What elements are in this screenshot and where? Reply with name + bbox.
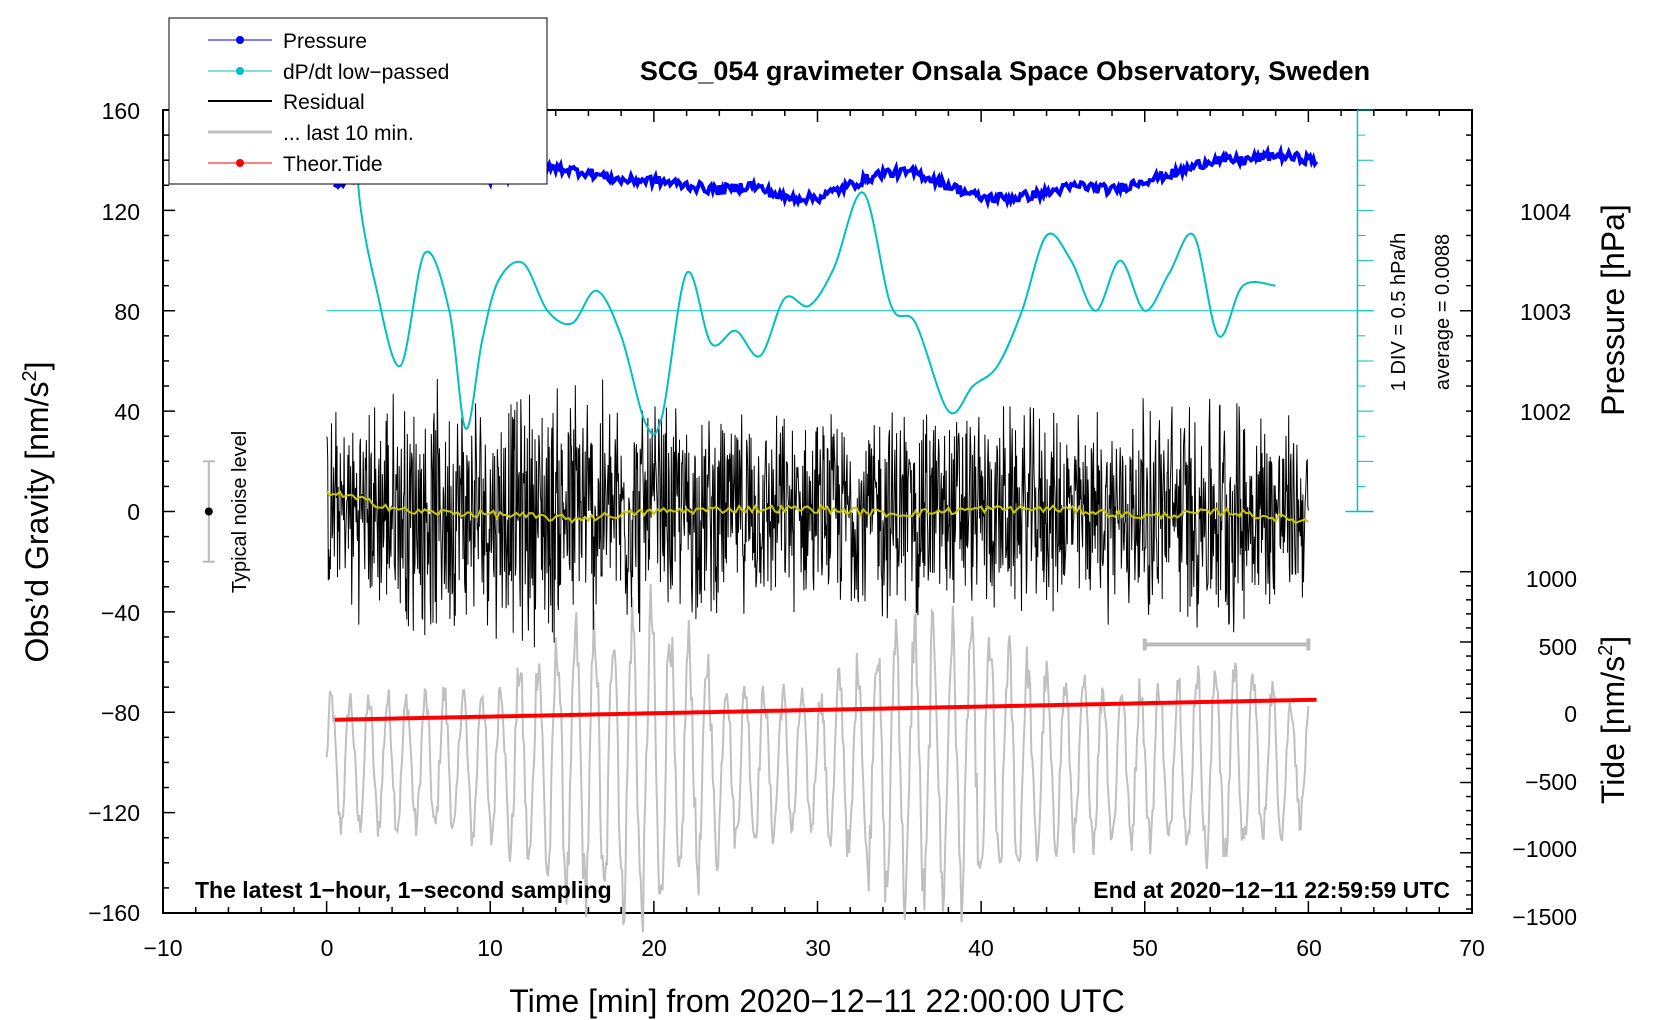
x-tick-label: 40 bbox=[968, 935, 994, 961]
tide-tick-label: 500 bbox=[1539, 634, 1577, 660]
legend-label-tide: Theor.Tide bbox=[283, 153, 383, 176]
y-axis-title-left-text: Obs’d Gravity [nm/s bbox=[19, 382, 55, 663]
y-tick-label: 0 bbox=[127, 499, 140, 525]
x-tick-label: 20 bbox=[641, 935, 667, 961]
tide-axis-title-close: ] bbox=[1595, 636, 1631, 645]
y-tick-label: 40 bbox=[114, 399, 140, 425]
ticks-layer bbox=[162, 109, 1473, 914]
tide-tick-label: 0 bbox=[1564, 701, 1577, 727]
pressure-tick-label: 1002 bbox=[1520, 399, 1571, 425]
legend-label-pressure: Pressure bbox=[283, 30, 367, 53]
x-tick-label: 60 bbox=[1296, 935, 1322, 961]
noise-label: Typical noise level bbox=[229, 431, 251, 593]
residual-trace bbox=[326, 378, 1309, 648]
dpdt-scale-label: 1 DIV = 0.5 hPa/h bbox=[1388, 233, 1410, 391]
y-tick-label: 160 bbox=[102, 98, 140, 124]
chart-title: SCG_054 gravimeter Onsala Space Observat… bbox=[640, 56, 1370, 86]
legend-marker-tide bbox=[236, 159, 244, 167]
pressure-tick-label: 1004 bbox=[1520, 199, 1571, 225]
pressure-tick-labels: 1004 1003 1002 bbox=[1520, 199, 1571, 425]
legend-marker-dpdt bbox=[236, 67, 244, 75]
x-tick-label: 70 bbox=[1459, 935, 1485, 961]
noise-dot bbox=[204, 507, 213, 516]
x-axis-title: Time [min] from 2020−12−11 22:00:00 UTC bbox=[509, 983, 1124, 1019]
y-tick-label: −160 bbox=[88, 900, 140, 926]
tide-tick-labels: 1000 500 0 −500 −1000 −1500 bbox=[1512, 566, 1577, 930]
y-tick-label: −40 bbox=[101, 600, 140, 626]
y-tick-labels-left: 160 120 80 40 0 −40 −80 −120 −160 bbox=[88, 98, 140, 926]
tide-tick-label: −1000 bbox=[1512, 836, 1577, 862]
pressure-tick-label: 1003 bbox=[1520, 299, 1571, 325]
dpdt-trace bbox=[355, 109, 1276, 436]
legend-label-dpdt: dP/dt low−passed bbox=[283, 61, 449, 84]
x-tick-label: 0 bbox=[321, 935, 334, 961]
pressure-axis-title: Pressure [hPa] bbox=[1595, 204, 1631, 416]
x-tick-label: 10 bbox=[477, 935, 503, 961]
tide-axis-title: Tide [nm/s2] bbox=[1595, 636, 1631, 804]
tide-tick-label: −1500 bbox=[1512, 904, 1577, 930]
y-axis-title-left-sup: 2 bbox=[19, 370, 41, 381]
last10-trace bbox=[325, 583, 1310, 933]
tide-tick-label: 1000 bbox=[1526, 566, 1577, 592]
y-tick-label: 120 bbox=[102, 199, 140, 225]
x-tick-label: 50 bbox=[1132, 935, 1158, 961]
y-tick-label: −120 bbox=[88, 800, 140, 826]
average-label: average = 0.0088 bbox=[1432, 234, 1454, 390]
series-layer bbox=[202, 109, 1374, 933]
note-left: The latest 1−hour, 1−second sampling bbox=[195, 877, 612, 903]
legend-label-residual: Residual bbox=[283, 91, 365, 114]
tide-axis-title-text: Tide [nm/s bbox=[1595, 656, 1631, 804]
x-tick-label: 30 bbox=[805, 935, 831, 961]
y-tick-label: −80 bbox=[101, 700, 140, 726]
legend-marker-pressure bbox=[236, 36, 244, 44]
residual-smooth-trace bbox=[325, 490, 1310, 524]
tide-tick-label: −500 bbox=[1525, 769, 1577, 795]
y-axis-title-left-close: ] bbox=[19, 362, 55, 371]
legend: Pressure dP/dt low−passed Residual ... l… bbox=[168, 17, 548, 185]
y-tick-label: 80 bbox=[114, 299, 140, 325]
x-tick-labels: −10 0 10 20 30 40 50 60 70 bbox=[143, 935, 1484, 961]
note-right: End at 2020−12−11 22:59:59 UTC bbox=[1093, 877, 1450, 903]
y-axis-title-left: Obs’d Gravity [nm/s2] bbox=[19, 362, 55, 663]
x-tick-label: −10 bbox=[143, 935, 182, 961]
tide-trace bbox=[334, 697, 1317, 722]
tide-axis-title-sup: 2 bbox=[1595, 645, 1617, 656]
legend-label-last10: ... last 10 min. bbox=[283, 122, 414, 145]
